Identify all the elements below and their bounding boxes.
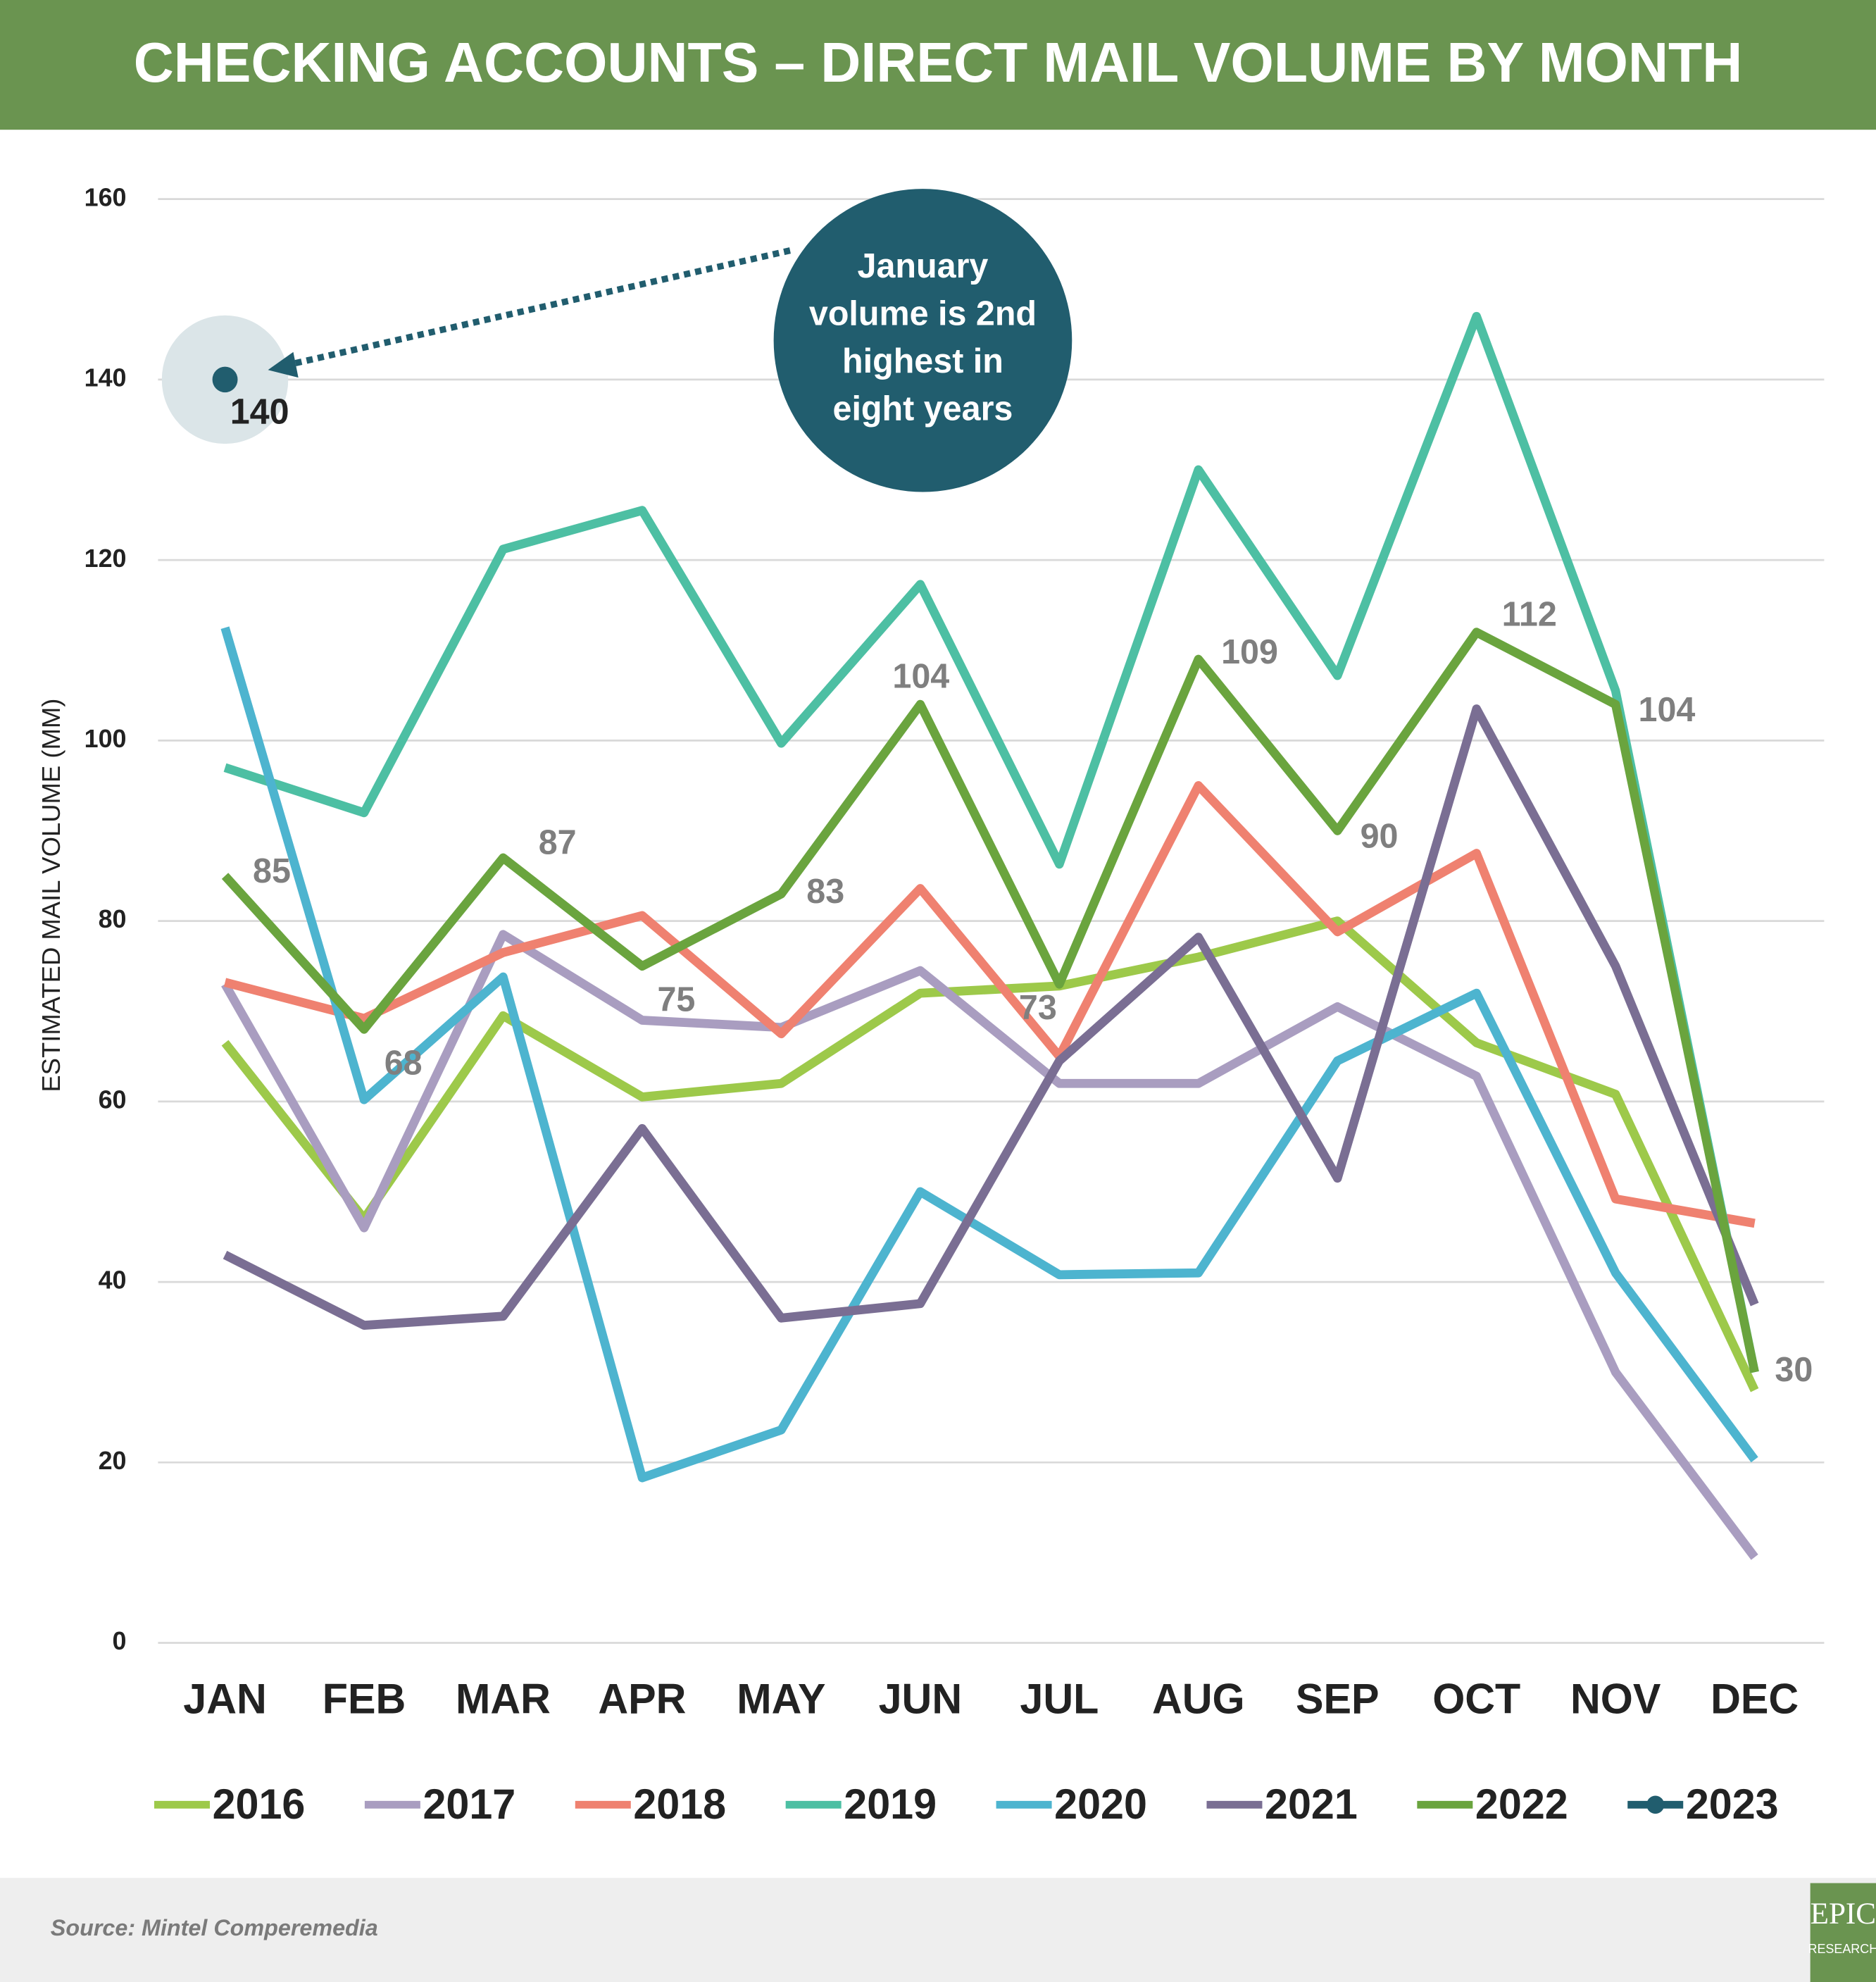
line-series [220,626,1758,1483]
line-series [223,704,1759,1330]
legend-label: 2023 [1686,1780,1779,1828]
line-series [221,628,1759,1373]
legend-label: 2022 [1475,1780,1568,1828]
legend-label: 2018 [633,1780,726,1828]
legend-label: 2019 [844,1780,937,1828]
logo [1810,1883,1876,1982]
line-series [221,916,1759,1392]
data-label: 30 [1775,1351,1813,1389]
data-label: 140 [230,391,289,431]
data-label: 68 [384,1044,423,1082]
data-label: 90 [1361,817,1399,855]
y-tick-label: 120 [85,544,127,573]
x-tick-label: SEP [1296,1675,1380,1723]
annotation-text: eight years [833,389,1013,428]
x-tick-label: MAY [737,1675,825,1723]
line-series [223,781,1756,1228]
legend-marker [1646,1795,1665,1814]
data-label: 85 [253,852,291,890]
y-tick-label: 100 [85,724,127,753]
y-tick-label: 0 [113,1626,127,1655]
line-series [223,311,1759,1373]
x-tick-label: MAR [456,1675,551,1723]
data-label: 112 [1502,595,1557,633]
y-tick-label: 140 [85,363,127,392]
x-tick-label: NOV [1570,1675,1661,1723]
x-tick-label: APR [598,1675,686,1723]
chart-title: CHECKING ACCOUNTS – DIRECT MAIL VOLUME B… [134,30,1743,94]
y-axis-label: ESTIMATED MAIL VOLUME (MM) [37,699,65,1092]
logo-subtext: RESEARCH [1808,1942,1876,1956]
legend-label: 2021 [1265,1780,1358,1828]
logo-text: EPIC [1811,1897,1876,1931]
x-tick-label: JUL [1020,1675,1099,1723]
footer-bar [0,1878,1876,1982]
x-tick-label: DEC [1711,1675,1799,1723]
line-series [221,930,1758,1560]
y-tick-label: 20 [99,1446,127,1475]
data-label: 109 [1221,632,1278,671]
data-label: 104 [892,657,949,695]
x-tick-label: JAN [183,1675,266,1723]
x-tick-label: AUG [1152,1675,1245,1723]
y-tick-label: 40 [99,1265,127,1294]
arrow-head [268,351,299,378]
y-tick-label: 160 [85,182,127,211]
x-tick-label: JUN [879,1675,962,1723]
annotation-text: highest in [842,342,1003,380]
data-label: 104 [1639,691,1696,729]
x-tick-label: OCT [1432,1675,1520,1723]
legend-label: 2020 [1054,1780,1147,1828]
annotation-arrow [287,247,791,368]
annotation-text: volume is 2nd [809,294,1037,332]
header-bar [0,0,1876,130]
data-label: 87 [539,823,577,861]
annotation-bubble [773,189,1073,492]
data-label: 75 [657,980,695,1018]
y-tick-label: 60 [99,1085,127,1114]
source: Source: Mintel Comperemedia [51,1915,378,1940]
y-tick-label: 80 [99,904,127,933]
annotation-text: January [858,247,989,285]
data-label: 73 [1019,988,1057,1026]
legend-label: 2017 [423,1780,515,1828]
x-tick-label: FEB [323,1675,406,1723]
data-label: 83 [806,873,844,911]
point [212,366,238,393]
legend-label: 2016 [213,1780,306,1828]
